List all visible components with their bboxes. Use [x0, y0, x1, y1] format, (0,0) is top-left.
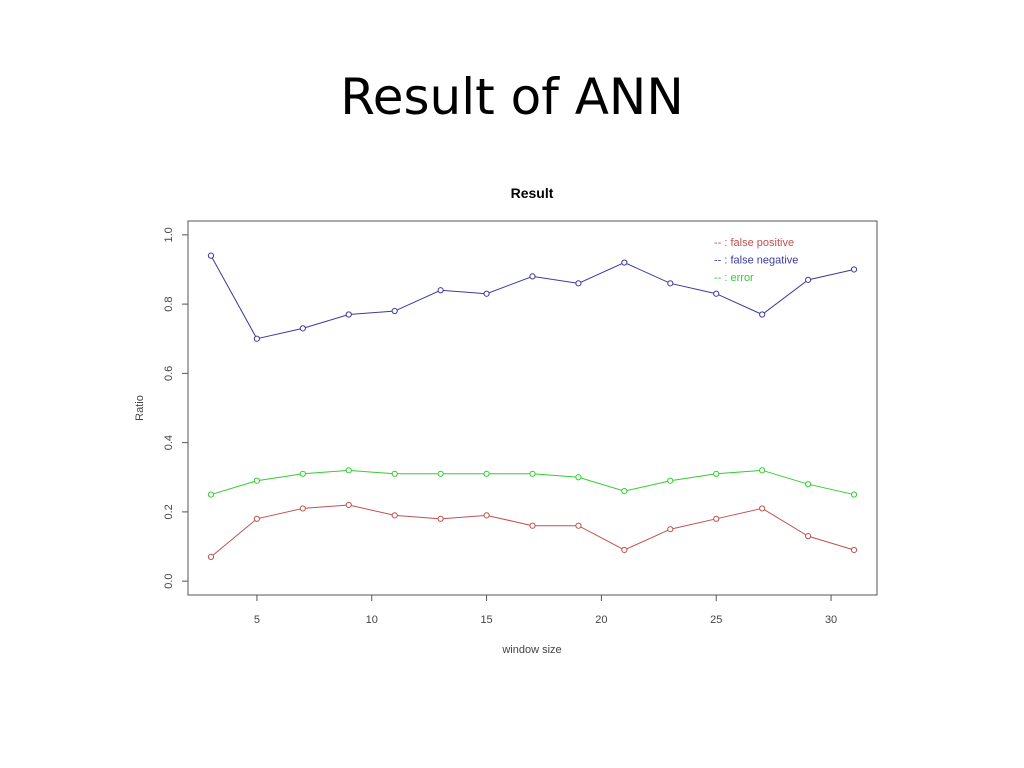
y-tick-label: 0.0: [163, 573, 175, 588]
plot-frame: [187, 220, 878, 596]
data-point-false-negative: [759, 311, 766, 318]
x-tick-label: 10: [366, 614, 378, 626]
data-point-false-positive: [805, 533, 812, 540]
data-point-false-negative: [621, 259, 628, 266]
chart-title: Result: [511, 185, 554, 201]
data-point-error: [850, 491, 858, 498]
data-point-false-positive: [253, 515, 260, 522]
data-point-error: [391, 470, 398, 477]
data-point-false-negative: [529, 273, 536, 280]
legend-entry-error: -- : error: [714, 272, 754, 284]
data-point-false-positive: [437, 515, 444, 522]
data-point-error: [621, 488, 628, 495]
data-point-false-positive: [529, 522, 536, 529]
x-tick-label: 25: [710, 614, 722, 626]
series-line-false-negative: [210, 255, 855, 340]
data-point-false-positive: [483, 512, 490, 519]
y-tick-label: 0.6: [163, 366, 175, 381]
y-axis-label: Ratio: [134, 395, 146, 421]
data-point-error: [575, 474, 582, 481]
data-point-false-positive: [621, 546, 628, 554]
data-point-error: [253, 477, 260, 484]
x-tick-label: 5: [254, 614, 260, 626]
data-point-error: [437, 470, 444, 477]
data-point-false-negative: [207, 252, 215, 259]
data-point-false-negative: [805, 276, 812, 283]
y-tick-label: 0.2: [163, 504, 175, 519]
data-point-false-negative: [483, 290, 490, 297]
data-point-error: [805, 481, 812, 488]
data-point-error: [345, 467, 352, 474]
x-axis: 5 10 15 20 25 30: [254, 595, 837, 626]
data-point-false-positive: [575, 522, 582, 529]
data-point-false-negative: [667, 280, 674, 287]
data-point-error: [713, 470, 720, 477]
y-tick-label: 0.4: [163, 435, 175, 450]
y-axis: 0.0 0.2 0.4 0.6 0.8 1.0: [163, 227, 188, 589]
data-point-error: [529, 470, 536, 477]
data-point-error: [759, 467, 766, 474]
data-point-error: [299, 470, 306, 477]
y-tick-label: 0.8: [163, 296, 175, 311]
data-point-false-positive: [345, 501, 352, 509]
slide-title: Result of ANN: [340, 68, 684, 126]
data-point-error: [207, 491, 215, 498]
data-point-false-negative: [345, 311, 352, 318]
data-point-error: [667, 477, 674, 484]
data-point-false-negative: [437, 287, 444, 294]
legend-entry-false-negative: -- : false negative: [714, 255, 798, 267]
legend: -- : false positive -- : false negative --…: [714, 237, 798, 284]
series-line-false-positive: [210, 504, 855, 558]
data-point-false-negative: [299, 325, 306, 332]
data-point-false-negative: [850, 266, 858, 273]
data-point-false-positive: [713, 515, 720, 522]
data-point-error: [483, 470, 490, 477]
data-point-false-positive: [759, 505, 766, 512]
x-tick-label: 20: [595, 614, 607, 626]
data-point-false-negative: [713, 290, 720, 297]
data-point-false-positive: [299, 505, 306, 512]
data-point-false-positive: [207, 553, 215, 561]
data-point-false-negative: [391, 307, 398, 315]
data-point-false-positive: [391, 512, 398, 519]
series-layer: [207, 252, 858, 561]
y-tick-label: 1.0: [163, 227, 175, 242]
x-tick-label: 15: [480, 614, 492, 626]
legend-entry-false-positive: -- : false positive: [714, 237, 794, 249]
data-point-false-negative: [253, 335, 260, 342]
data-point-false-negative: [575, 280, 582, 287]
x-tick-label: 30: [825, 614, 837, 626]
data-point-false-positive: [667, 526, 674, 533]
data-point-false-positive: [850, 546, 858, 554]
x-axis-label: window size: [501, 644, 561, 656]
